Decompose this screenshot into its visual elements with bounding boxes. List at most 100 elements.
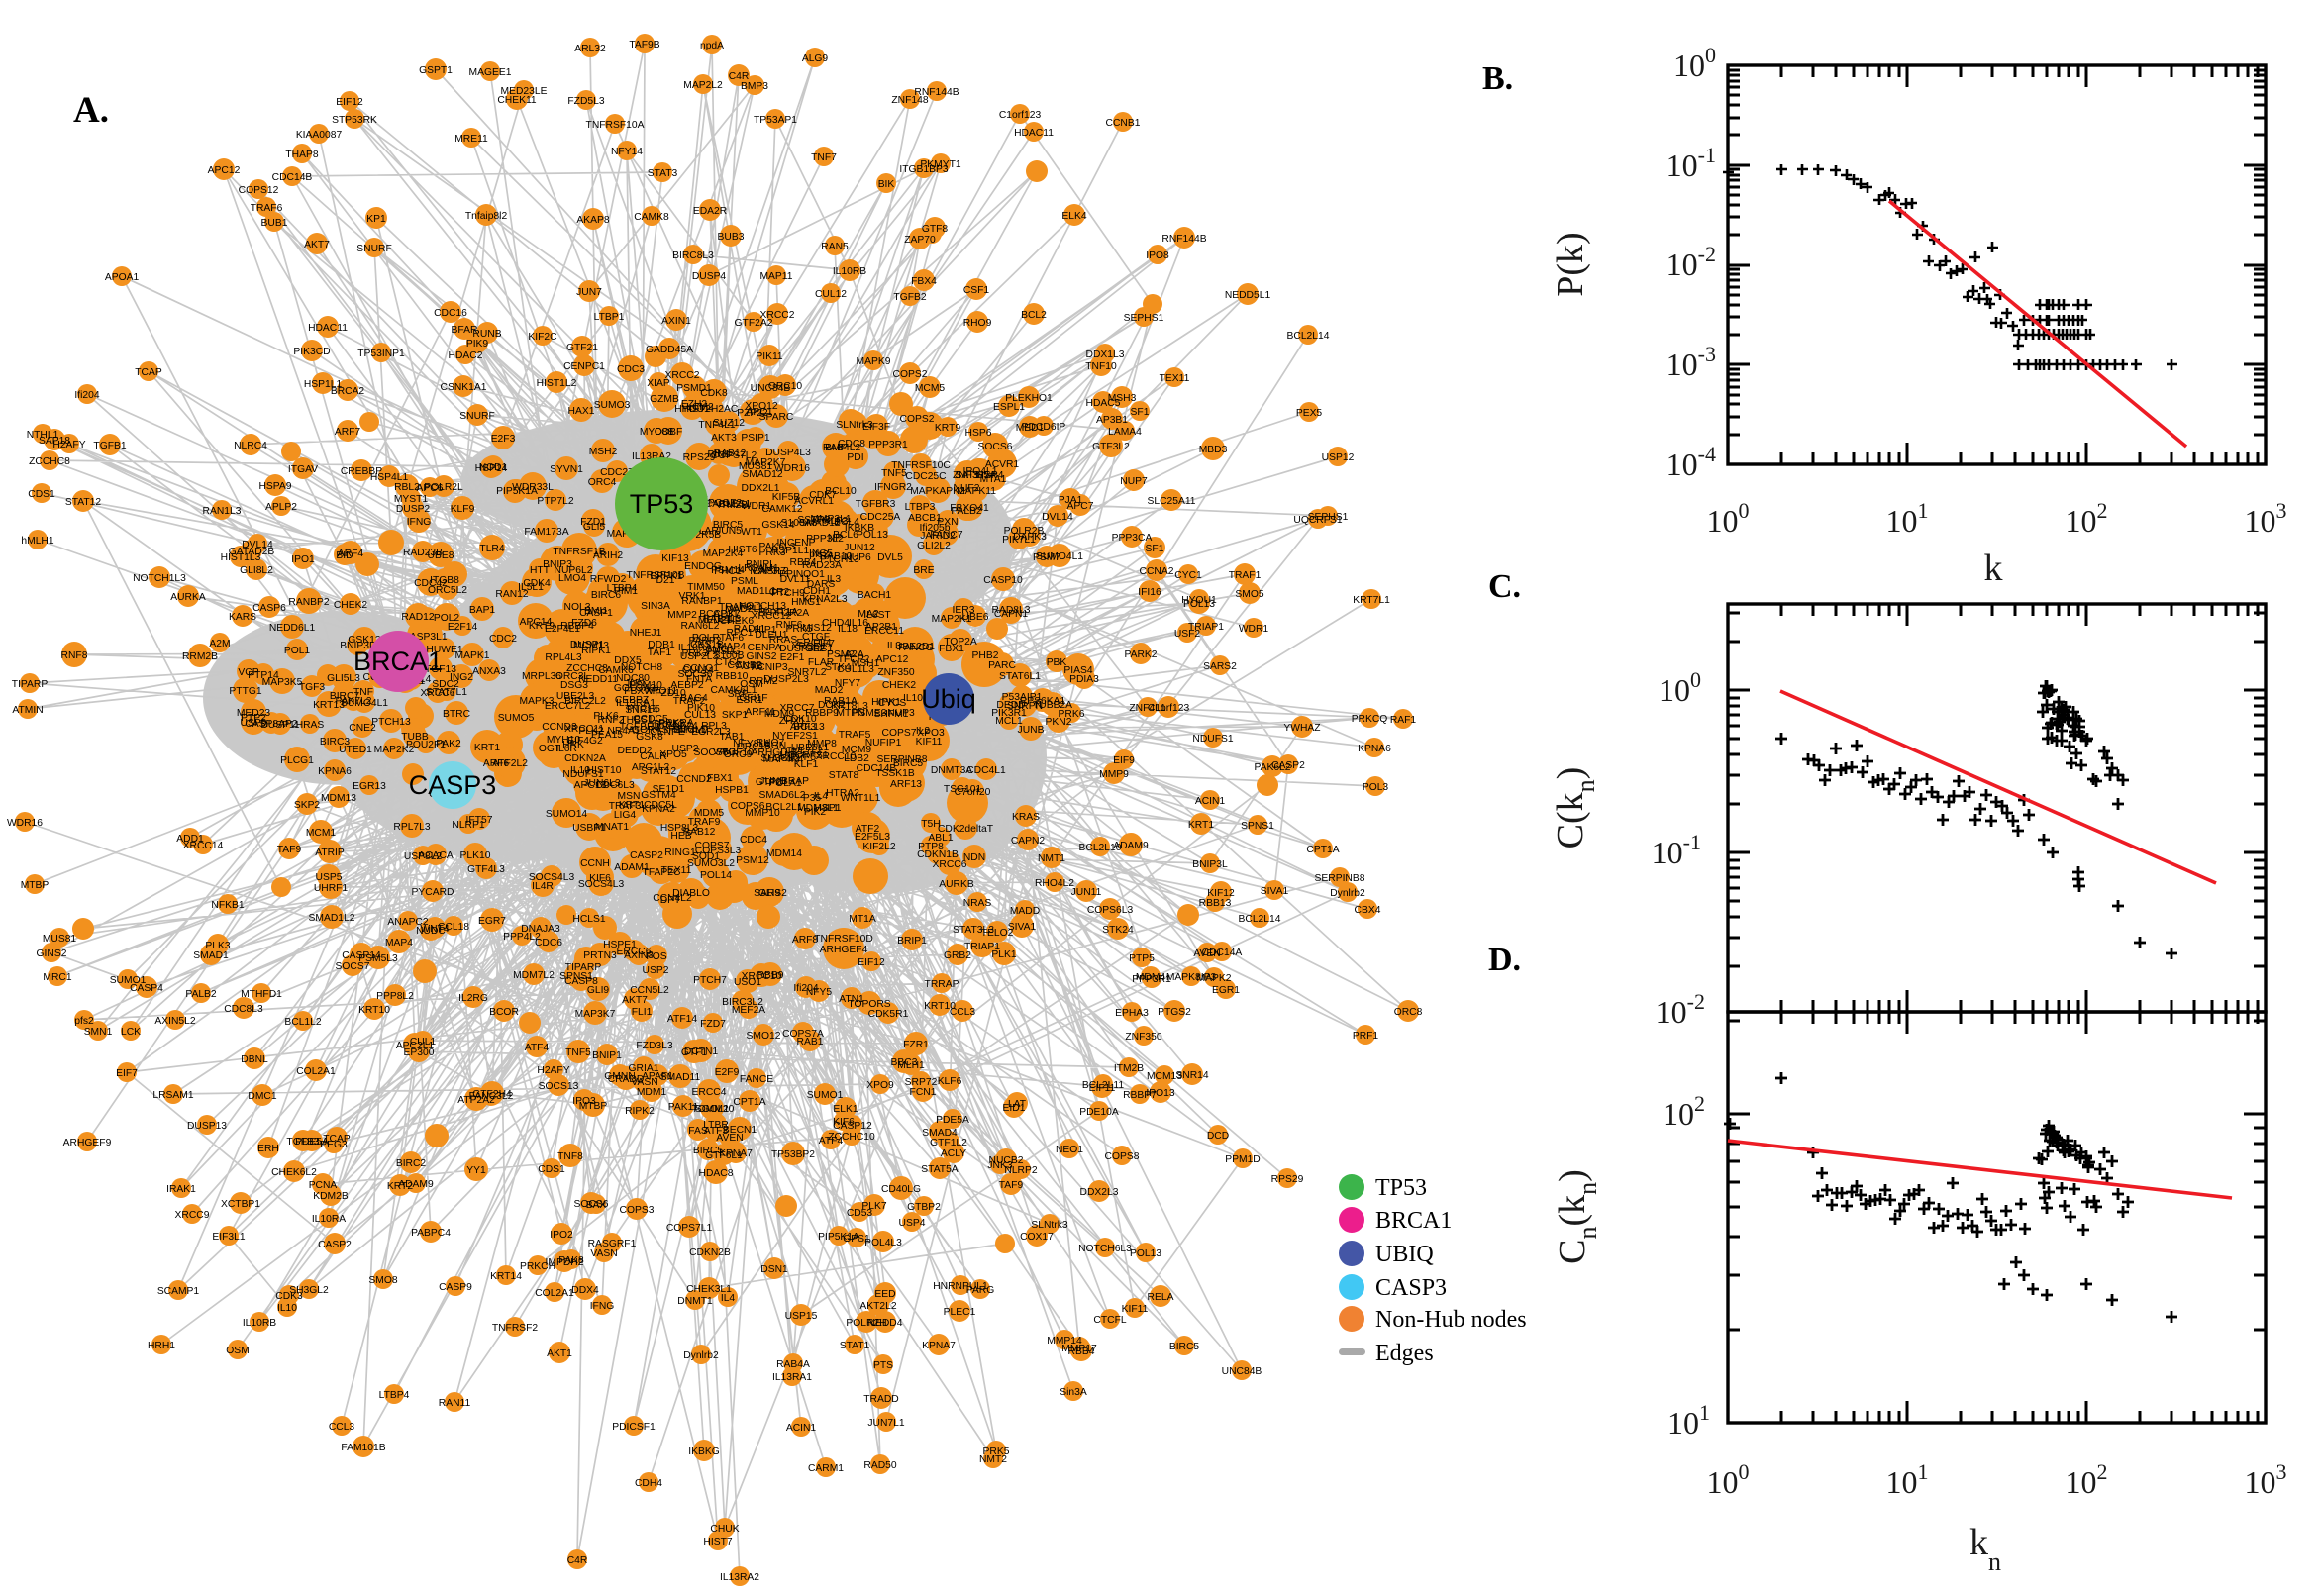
svg-text:STAT12: STAT12 bbox=[65, 497, 102, 508]
svg-text:EGR1: EGR1 bbox=[1212, 985, 1240, 996]
svg-text:SF1: SF1 bbox=[1146, 544, 1164, 554]
svg-text:CAMK12: CAMK12 bbox=[761, 504, 802, 515]
svg-text:DUSP4: DUSP4 bbox=[692, 271, 727, 282]
svg-text:COL2A1: COL2A1 bbox=[296, 1066, 336, 1077]
svg-text:SOCS7: SOCS7 bbox=[336, 961, 370, 972]
svg-text:TLR4: TLR4 bbox=[479, 544, 504, 554]
svg-text:JNK3: JNK3 bbox=[987, 1160, 1012, 1171]
svg-text:Ifi204: Ifi204 bbox=[74, 390, 99, 401]
svg-text:RAF1: RAF1 bbox=[1390, 715, 1417, 726]
svg-text:PRK5: PRK5 bbox=[786, 624, 813, 635]
svg-text:LAMA4: LAMA4 bbox=[1108, 427, 1142, 438]
svg-text:NFY5: NFY5 bbox=[806, 987, 833, 998]
svg-text:EIF12: EIF12 bbox=[336, 97, 363, 108]
svg-text:TGF3: TGF3 bbox=[299, 682, 326, 693]
svg-text:CASP9: CASP9 bbox=[439, 1282, 472, 1293]
svg-text:TNFRSF10D: TNFRSF10D bbox=[814, 934, 873, 945]
svg-text:CREBBP: CREBBP bbox=[341, 466, 382, 477]
svg-text:FZR1: FZR1 bbox=[903, 1040, 929, 1050]
svg-text:CCL3: CCL3 bbox=[329, 1422, 355, 1433]
svg-text:CASP2: CASP2 bbox=[1271, 760, 1305, 771]
svg-text:KIF13: KIF13 bbox=[661, 553, 689, 564]
svg-text:BCL2L10: BCL2L10 bbox=[1079, 843, 1122, 853]
svg-text:MAP2K4: MAP2K4 bbox=[703, 549, 744, 559]
svg-text:SUMO14: SUMO14 bbox=[546, 809, 588, 820]
svg-text:JUN7L1: JUN7L1 bbox=[867, 1418, 904, 1429]
svg-text:SMAD1: SMAD1 bbox=[193, 950, 229, 961]
svg-text:MYD88: MYD88 bbox=[640, 427, 674, 438]
svg-text:KLF9: KLF9 bbox=[451, 504, 475, 515]
svg-text:CD40LG: CD40LG bbox=[881, 1184, 921, 1195]
svg-text:CCL3: CCL3 bbox=[950, 1007, 976, 1018]
svg-text:SH3GL2: SH3GL2 bbox=[760, 753, 800, 764]
svg-text:PLEC1: PLEC1 bbox=[944, 1307, 976, 1318]
svg-text:GINS2: GINS2 bbox=[37, 948, 67, 959]
svg-text:KIAA0087: KIAA0087 bbox=[296, 130, 343, 141]
svg-text:BCL2L11: BCL2L11 bbox=[1082, 1080, 1124, 1091]
svg-text:RHO4L2: RHO4L2 bbox=[1035, 878, 1074, 889]
svg-text:EIF3L1: EIF3L1 bbox=[212, 1232, 245, 1243]
svg-text:POL13: POL13 bbox=[1130, 1248, 1162, 1259]
svg-text:JUN11: JUN11 bbox=[1071, 887, 1102, 898]
svg-text:ERCC4: ERCC4 bbox=[692, 1087, 727, 1098]
svg-text:STP53RK: STP53RK bbox=[332, 115, 377, 126]
svg-text:TUBB2A: TUBB2A bbox=[1033, 700, 1072, 711]
svg-text:ARF7: ARF7 bbox=[335, 427, 361, 438]
svg-text:CCNB1: CCNB1 bbox=[1106, 118, 1141, 129]
svg-text:PTP7L2: PTP7L2 bbox=[537, 496, 573, 507]
svg-text:TNF5: TNF5 bbox=[565, 1047, 591, 1058]
svg-text:PCGF2: PCGF2 bbox=[708, 498, 743, 509]
svg-text:NFY7: NFY7 bbox=[835, 678, 861, 689]
svg-text:KIF12: KIF12 bbox=[1207, 888, 1235, 899]
svg-text:GTF4L3: GTF4L3 bbox=[467, 864, 505, 875]
svg-text:TGFB1: TGFB1 bbox=[93, 441, 126, 451]
svg-text:HSPE1: HSPE1 bbox=[603, 940, 637, 950]
svg-text:ELK1: ELK1 bbox=[833, 1104, 858, 1115]
svg-text:XRCC2: XRCC2 bbox=[665, 370, 700, 381]
svg-text:PPP3CA: PPP3CA bbox=[1112, 533, 1153, 544]
svg-text:Dynlrb2: Dynlrb2 bbox=[1330, 888, 1365, 899]
svg-text:DVL5: DVL5 bbox=[877, 552, 903, 563]
svg-text:PKN2: PKN2 bbox=[1046, 717, 1072, 728]
svg-text:ACIN1: ACIN1 bbox=[1195, 796, 1226, 807]
svg-text:WT1: WT1 bbox=[741, 527, 762, 538]
svg-text:TP53: TP53 bbox=[630, 489, 694, 519]
svg-text:POLR2B: POLR2B bbox=[1004, 526, 1045, 537]
svg-text:AKT7: AKT7 bbox=[622, 995, 648, 1006]
svg-text:COPS2: COPS2 bbox=[900, 414, 935, 425]
svg-text:ADAM9: ADAM9 bbox=[398, 1179, 434, 1190]
svg-text:RBBP9: RBBP9 bbox=[805, 708, 839, 719]
svg-text:BIRC3L2: BIRC3L2 bbox=[722, 997, 763, 1008]
svg-text:SUMO3L2: SUMO3L2 bbox=[687, 858, 735, 869]
svg-text:HIST2H2AC: HIST2H2AC bbox=[682, 404, 739, 415]
svg-text:DSN1: DSN1 bbox=[760, 1264, 788, 1275]
svg-text:SRF: SRF bbox=[728, 689, 749, 700]
svg-text:GTBP2: GTBP2 bbox=[907, 1202, 941, 1213]
svg-text:CUL1: CUL1 bbox=[410, 1037, 437, 1047]
svg-text:SOCS6: SOCS6 bbox=[978, 442, 1013, 452]
svg-text:LCK: LCK bbox=[121, 1027, 141, 1038]
svg-text:CASP4: CASP4 bbox=[130, 983, 163, 994]
svg-text:AKT7: AKT7 bbox=[304, 240, 330, 250]
svg-text:TCAP: TCAP bbox=[323, 1134, 351, 1145]
svg-text:D21: D21 bbox=[656, 575, 675, 586]
svg-text:DMC1: DMC1 bbox=[248, 1091, 276, 1102]
svg-text:SERPINB8: SERPINB8 bbox=[877, 754, 928, 765]
svg-text:MDM13: MDM13 bbox=[321, 793, 356, 804]
svg-text:GTF1L2: GTF1L2 bbox=[930, 1138, 967, 1148]
svg-text:UTED1: UTED1 bbox=[339, 745, 372, 755]
svg-text:PEX5: PEX5 bbox=[1296, 408, 1323, 419]
svg-text:STAT12: STAT12 bbox=[641, 766, 677, 777]
svg-text:PAK11: PAK11 bbox=[668, 1102, 699, 1113]
svg-text:SMO5: SMO5 bbox=[1235, 589, 1263, 600]
svg-text:ZNF350: ZNF350 bbox=[877, 667, 914, 678]
svg-text:RAN11: RAN11 bbox=[439, 1398, 471, 1409]
svg-text:IRAK1: IRAK1 bbox=[166, 1184, 196, 1195]
svg-text:POLR2H: POLR2H bbox=[846, 1318, 886, 1329]
svg-text:RPS29: RPS29 bbox=[1271, 1174, 1304, 1185]
svg-text:RNF8: RNF8 bbox=[61, 650, 88, 661]
svg-text:FLI1: FLI1 bbox=[632, 1007, 653, 1018]
svg-text:PJA1: PJA1 bbox=[1059, 495, 1083, 506]
svg-text:KLF6: KLF6 bbox=[938, 1076, 962, 1087]
svg-text:SNR14: SNR14 bbox=[625, 705, 657, 716]
